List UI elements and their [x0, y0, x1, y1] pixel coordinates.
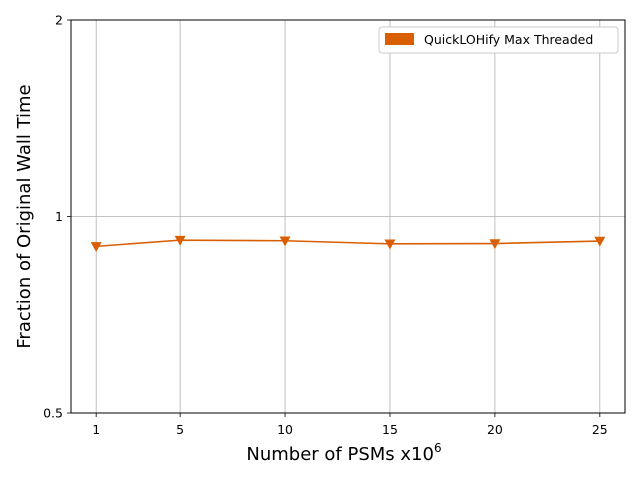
legend-box — [378, 26, 619, 54]
x-axis-title-text: Number of PSMs x10 — [246, 444, 434, 465]
x-tick-label: 10 — [277, 422, 293, 437]
legend: QuickLOHify Max Threaded — [378, 26, 619, 54]
x-axis-title-superscript: 6 — [434, 441, 442, 455]
axis-ticks: 1 5 10 15 20 250.512 — [43, 13, 608, 438]
x-tick-label: 15 — [382, 422, 398, 437]
legend-label: QuickLOHify Max Threaded — [424, 32, 593, 47]
data-point-marker — [384, 239, 396, 250]
series-layer — [90, 235, 606, 252]
data-point-marker — [90, 242, 102, 252]
y-tick-label: 2 — [55, 13, 63, 28]
y-tick-label: 0.5 — [43, 406, 63, 421]
legend-swatch — [385, 33, 414, 45]
x-tick-label: 5 — [176, 422, 184, 437]
grid-lines — [71, 20, 625, 413]
series-line — [96, 239, 600, 248]
data-point-marker — [174, 235, 186, 246]
data-point-marker — [279, 236, 291, 247]
x-axis-title: Number of PSMs x106 — [246, 441, 441, 465]
x-tick-label: 25 — [592, 422, 608, 437]
x-tick-label: 20 — [487, 422, 503, 437]
x-tick-label: 1 — [92, 422, 100, 437]
y-tick-label: 1 — [55, 209, 63, 224]
y-axis-title: Fraction of Original Wall Time — [14, 84, 35, 348]
data-point-marker — [489, 239, 501, 250]
data-point-marker — [594, 236, 606, 247]
